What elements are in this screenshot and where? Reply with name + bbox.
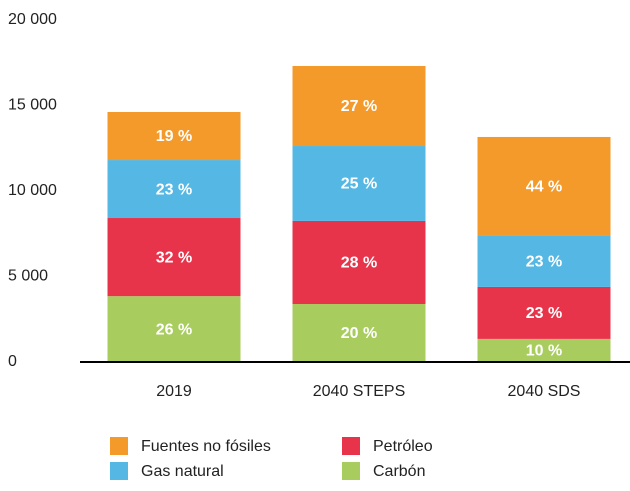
legend-swatch (110, 462, 128, 480)
segment-label: 28 % (341, 255, 377, 272)
segment-label: 23 % (526, 254, 562, 271)
x-tick-label: 2040 SDS (508, 383, 581, 400)
y-tick-label: 20 000 (8, 11, 57, 28)
y-tick-label: 10 000 (8, 182, 57, 199)
y-tick-label: 5 000 (8, 268, 48, 285)
legend-swatch (110, 437, 128, 455)
bar-segment (107, 160, 241, 219)
bar-segment (107, 296, 241, 362)
segment-label: 23 % (156, 181, 192, 198)
bar-segment (292, 65, 426, 147)
legend-swatch (342, 462, 360, 480)
segment-label: 10 % (526, 343, 562, 360)
segment-label: 25 % (341, 176, 377, 193)
y-tick-label: 0 (8, 353, 17, 370)
legend-label: Fuentes no fósiles (141, 438, 271, 455)
x-tick-label: 2019 (156, 383, 192, 400)
bar-segment (292, 220, 426, 305)
bar-segment (477, 136, 611, 236)
segment-label: 19 % (156, 128, 192, 145)
legend-label: Gas natural (141, 463, 224, 480)
bar-segment (292, 304, 426, 362)
bar-segment (477, 286, 611, 339)
x-tick-label: 2040 STEPS (313, 383, 406, 400)
y-tick-label: 15 000 (8, 97, 57, 114)
segment-label: 32 % (156, 249, 192, 266)
legend-label: Carbón (373, 463, 425, 480)
bar-segment (107, 218, 241, 297)
bar-segment (292, 146, 426, 221)
segment-label: 26 % (156, 321, 192, 338)
segment-label: 44 % (526, 179, 562, 196)
bar-segment (477, 338, 611, 362)
segment-label: 23 % (526, 305, 562, 322)
bar-segment (477, 235, 611, 287)
segment-label: 20 % (341, 325, 377, 342)
legend-label: Petróleo (373, 438, 433, 455)
legend-swatch (342, 437, 360, 455)
segment-label: 27 % (341, 98, 377, 115)
bar-segment (107, 111, 241, 161)
